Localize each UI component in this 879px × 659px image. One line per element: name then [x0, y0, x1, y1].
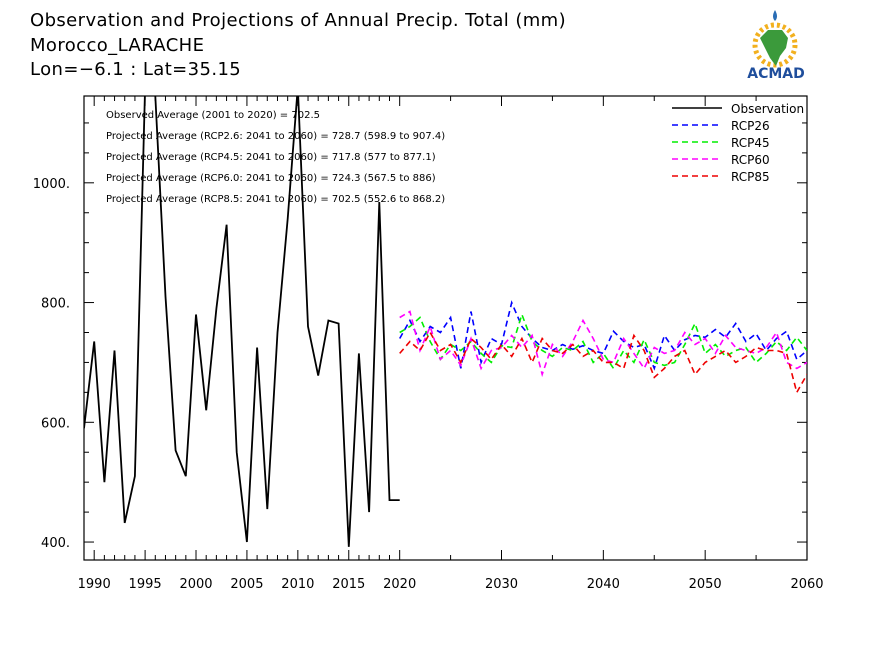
series-line-rcp26	[399, 300, 807, 371]
series-line-rcp60	[399, 310, 807, 378]
x-tick-label: 1990	[78, 577, 111, 592]
stat-line-rcp45: Projected Average (RCP4.5: 2041 to 2060)…	[106, 152, 436, 163]
legend-label-rcp60: RCP60	[731, 153, 770, 167]
series-line-observation	[84, 96, 400, 547]
stat-line-rcp26: Projected Average (RCP2.6: 2041 to 2060)…	[106, 131, 445, 142]
chart-subtitle-coordinates: Lon=−6.1 : Lat=35.15	[30, 59, 241, 80]
chart-title-block: Observation and Projections of Annual Pr…	[30, 10, 566, 80]
logo-text: ACMAD	[747, 66, 805, 82]
legend-label-rcp45: RCP45	[731, 136, 770, 150]
y-tick-label: 400.	[41, 536, 70, 551]
average-stats: Observed Average (2001 to 2020) = 702.5 …	[106, 110, 445, 205]
y-axis: 400. 600. 800. 1000.	[33, 122, 807, 551]
y-tick-label: 1000.	[33, 177, 70, 192]
x-tick-label: 2020	[383, 577, 416, 592]
x-tick-label: 2000	[179, 577, 212, 592]
legend-label-rcp85: RCP85	[731, 170, 770, 184]
legend-label-rcp26: RCP26	[731, 119, 770, 133]
chart-title: Observation and Projections of Annual Pr…	[30, 10, 566, 31]
x-tick-label: 2050	[689, 577, 722, 592]
plot-frame	[83, 95, 808, 561]
x-axis: 1990 1995 2000 2005 2010 2015 2020 2030 2040 2050…	[78, 96, 824, 592]
stat-line-rcp60: Projected Average (RCP6.0: 2041 to 2060)…	[106, 173, 436, 184]
series-line-rcp85	[399, 330, 807, 395]
x-tick-label: 2005	[230, 577, 263, 592]
africa-map-icon	[760, 30, 788, 66]
logo-sun-ring	[752, 22, 798, 68]
acmad-logo: ACMAD	[747, 10, 805, 82]
x-tick-label: 2030	[485, 577, 518, 592]
x-tick-label: 2040	[587, 577, 620, 592]
series-group	[84, 96, 807, 547]
stat-line-observed: Observed Average (2001 to 2020) = 702.5	[106, 110, 320, 121]
water-drop-icon	[773, 10, 777, 21]
chart-subtitle-location: Morocco_LARACHE	[30, 35, 204, 56]
x-tick-label: 2015	[332, 577, 365, 592]
x-tick-label: 1995	[129, 577, 162, 592]
x-tick-label: 2060	[790, 577, 823, 592]
legend-label-observation: Observation	[731, 102, 804, 116]
stat-line-rcp85: Projected Average (RCP8.5: 2041 to 2060)…	[106, 194, 445, 205]
legend: Observation RCP26 RCP45 RCP60 RCP85	[672, 102, 804, 184]
x-tick-label: 2010	[281, 577, 314, 592]
y-tick-label: 800.	[41, 297, 70, 312]
y-tick-label: 600.	[41, 416, 70, 431]
